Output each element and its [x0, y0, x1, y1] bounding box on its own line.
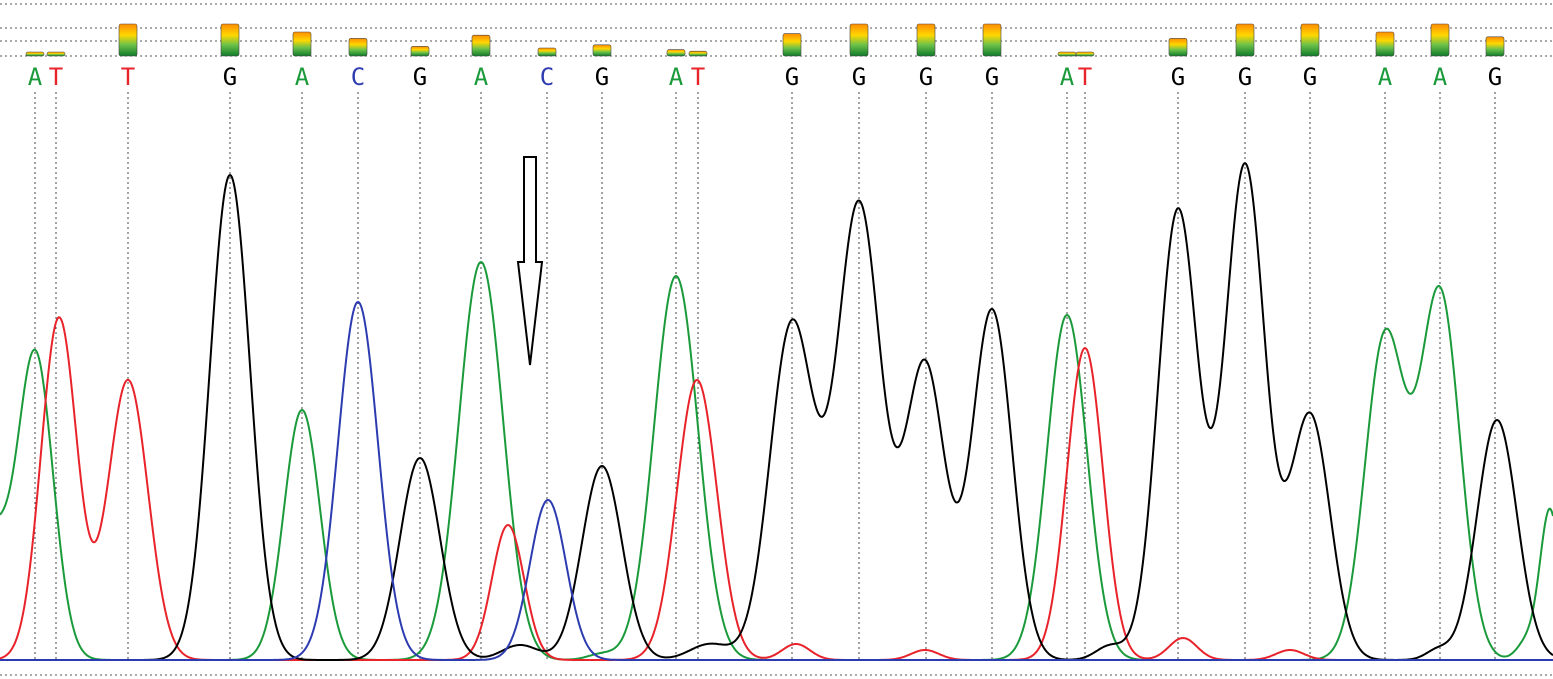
- quality-bar: [1375, 31, 1395, 57]
- quality-bar: [782, 33, 802, 57]
- quality-bar: [25, 51, 45, 57]
- base-call-label: C: [351, 63, 365, 91]
- quality-bar: [1168, 38, 1188, 57]
- annotation-arrows: [516, 156, 544, 366]
- base-call-label: A: [1433, 63, 1448, 91]
- quality-bar: [1235, 23, 1255, 57]
- base-call-label: A: [295, 63, 310, 91]
- base-call-label: G: [595, 63, 609, 91]
- base-call-label: A: [669, 63, 684, 91]
- quality-bar: [537, 47, 557, 57]
- quality-bar: [688, 50, 708, 57]
- base-call-gridlines: [34, 92, 1496, 660]
- base-call-label: G: [1488, 63, 1502, 91]
- quality-bar: [1430, 23, 1450, 57]
- base-call-label: T: [691, 63, 705, 91]
- quality-bar: [1485, 36, 1505, 57]
- quality-bar: [471, 34, 491, 57]
- quality-bar: [118, 23, 138, 57]
- quality-bar: [916, 23, 936, 57]
- quality-bar: [348, 38, 368, 57]
- base-call-label: T: [121, 63, 135, 91]
- quality-grid: [0, 3, 1553, 676]
- trace-lines: [0, 161, 1553, 661]
- quality-bars: [25, 23, 1505, 57]
- quality-bar: [1075, 51, 1095, 57]
- quality-bar: [666, 49, 686, 57]
- base-call-label: G: [223, 63, 237, 91]
- quality-bar: [1300, 23, 1320, 57]
- base-call-label: G: [785, 63, 799, 91]
- base-call-label: A: [1378, 63, 1393, 91]
- quality-bar: [410, 46, 430, 57]
- quality-bar: [592, 44, 612, 57]
- base-call-label: T: [49, 63, 63, 91]
- base-call-label: G: [919, 63, 933, 91]
- trace-T: [0, 316, 1553, 661]
- base-call-label: A: [1060, 63, 1075, 91]
- quality-bar: [849, 23, 869, 57]
- base-call-label: A: [28, 63, 43, 91]
- base-call-label: G: [985, 63, 999, 91]
- base-call-label: G: [1238, 63, 1252, 91]
- base-call-label: G: [413, 63, 427, 91]
- quality-bar: [982, 23, 1002, 57]
- base-call-label: G: [1171, 63, 1185, 91]
- arrow-annotation: [516, 156, 544, 366]
- quality-bar: [1057, 51, 1077, 57]
- base-call-label: G: [852, 63, 866, 91]
- trace-G: [0, 161, 1553, 661]
- trace-C: [0, 300, 1553, 661]
- base-call-label: C: [540, 63, 554, 91]
- quality-bar: [292, 31, 312, 57]
- quality-bar: [46, 51, 66, 57]
- base-call-label: G: [1303, 63, 1317, 91]
- base-call-label: T: [1078, 63, 1092, 91]
- quality-bar: [220, 23, 240, 57]
- base-call-label: A: [474, 63, 489, 91]
- trace-A: [0, 260, 1553, 661]
